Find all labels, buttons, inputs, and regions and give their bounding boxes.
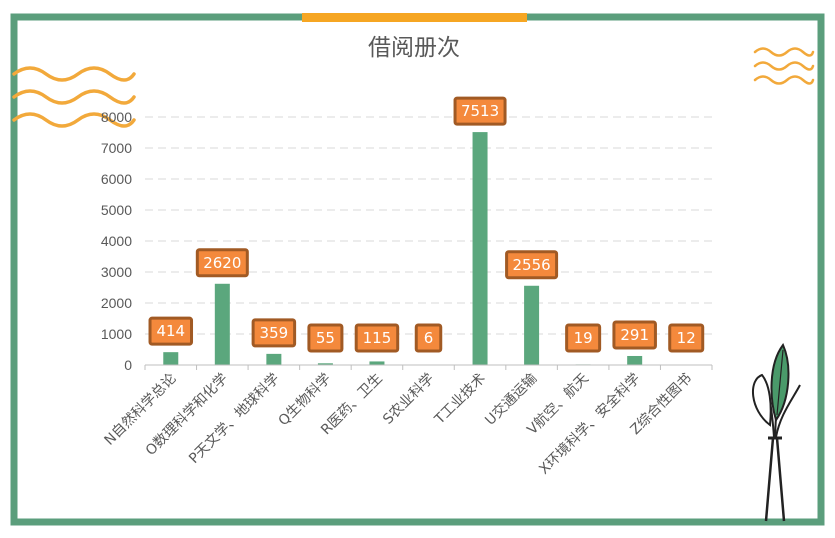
- data-label: 12: [677, 329, 696, 347]
- data-label-box: [453, 96, 507, 126]
- data-label-box: [414, 323, 443, 353]
- bar: [524, 285, 540, 365]
- y-tick-label: 6000: [101, 171, 132, 187]
- x-category-label: T工业技术: [431, 371, 489, 429]
- top-accent-bar: [302, 13, 527, 22]
- bar: [472, 132, 488, 365]
- y-tick-label: 5000: [101, 202, 132, 218]
- data-label-box: [251, 318, 297, 348]
- data-label-box: [195, 248, 249, 278]
- data-label: 291: [620, 326, 649, 344]
- bar: [627, 355, 643, 365]
- data-label-box: [307, 323, 344, 353]
- y-tick-label: 1000: [101, 326, 132, 342]
- x-category-label: P天文学、地球科学: [186, 371, 282, 467]
- bar: [369, 361, 385, 365]
- bar: [214, 283, 230, 365]
- bar: [317, 363, 333, 365]
- bar: [266, 353, 282, 365]
- y-tick-label: 0: [124, 357, 132, 373]
- data-label: 115: [363, 329, 392, 347]
- y-tick-label: 4000: [101, 233, 132, 249]
- y-tick-label: 7000: [101, 140, 132, 156]
- data-label: 359: [260, 324, 289, 342]
- data-label: 55: [316, 329, 335, 347]
- data-label-box: [565, 323, 602, 353]
- y-tick-label: 2000: [101, 295, 132, 311]
- data-label: 2556: [512, 256, 550, 274]
- x-category-label: S农业科学: [380, 371, 437, 428]
- x-category-label: X环境科学、安全科学: [536, 370, 644, 478]
- data-label-box: [668, 323, 705, 353]
- chart-title: 借阅册次: [368, 35, 460, 61]
- data-label-box: [505, 250, 559, 280]
- wave-decoration-icon: [12, 66, 136, 128]
- data-label-box: [612, 320, 657, 350]
- data-label: 414: [156, 322, 185, 340]
- y-tick-label: 3000: [101, 264, 132, 280]
- data-label-box: [354, 323, 400, 353]
- slide-frame: [10, 13, 825, 526]
- data-label-box: [148, 316, 194, 346]
- data-label: 6: [424, 329, 434, 347]
- y-tick-label: 8000: [101, 109, 132, 125]
- wave-decoration-icon: [753, 47, 815, 85]
- data-label: 7513: [461, 102, 499, 120]
- data-label: 19: [574, 329, 593, 347]
- data-label: 2620: [203, 254, 241, 272]
- bar: [163, 352, 179, 365]
- plant-in-vase-icon: [751, 343, 801, 522]
